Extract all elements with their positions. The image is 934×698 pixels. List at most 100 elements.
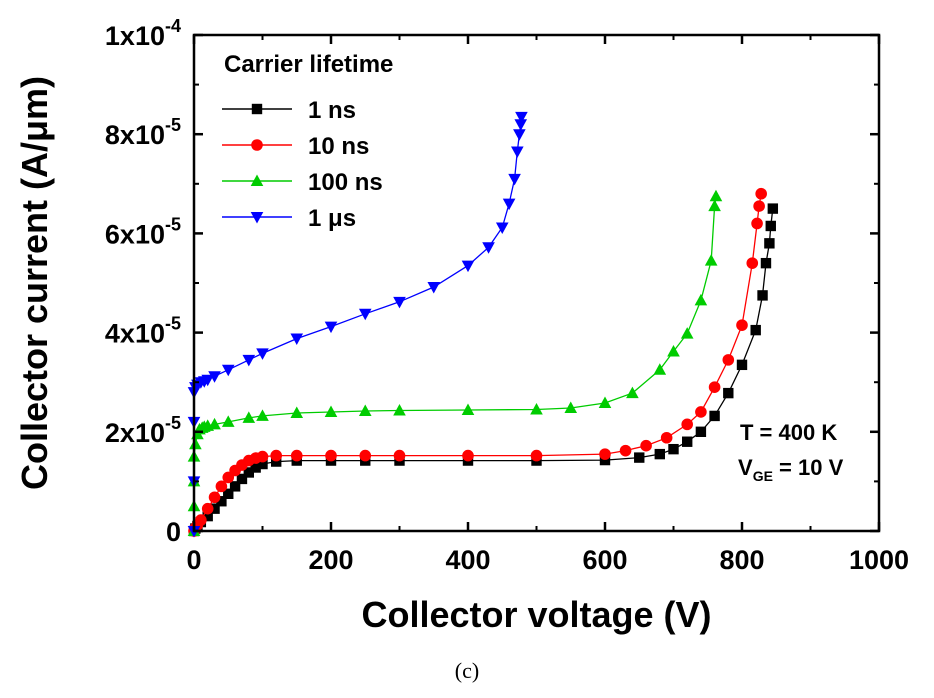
y-tick-label-exponent: -5 <box>165 314 181 334</box>
data-point-series-0 <box>202 510 213 522</box>
data-point-series-1 <box>619 444 632 457</box>
data-point-series-2 <box>709 189 723 202</box>
data-point-series-2 <box>358 404 372 416</box>
data-point-series-1 <box>753 200 765 212</box>
data-point-series-0 <box>634 452 645 463</box>
data-point-series-2 <box>290 406 304 418</box>
data-point-series-3 <box>324 321 338 334</box>
data-point-series-2 <box>324 405 338 417</box>
data-point-series-0 <box>709 410 720 422</box>
data-point-series-2 <box>189 437 202 450</box>
data-point-series-0 <box>271 456 282 467</box>
data-point-series-2 <box>653 363 667 375</box>
data-point-series-1 <box>708 381 721 393</box>
data-point-series-0 <box>750 324 761 336</box>
y-tick-label-mantissa: 8x10 <box>105 120 165 150</box>
data-point-series-1 <box>736 319 748 331</box>
data-point-series-2 <box>708 199 721 212</box>
annotation-gate-voltage-sub: GE <box>753 468 773 484</box>
figure-caption: (c) <box>454 658 480 683</box>
data-point-series-3 <box>242 354 256 367</box>
data-point-series-1 <box>290 449 303 462</box>
data-point-series-0 <box>668 443 679 455</box>
data-point-series-3 <box>495 222 509 234</box>
data-point-series-1 <box>359 449 372 462</box>
y-tick-label: 2x10-5 <box>105 413 181 448</box>
legend-label-3: 1 μs <box>308 205 356 232</box>
x-tick-label: 200 <box>308 545 353 575</box>
data-point-series-1 <box>462 449 474 462</box>
x-tick-label: 1000 <box>849 545 909 575</box>
data-point-series-2 <box>256 409 269 421</box>
data-point-series-1 <box>746 257 759 269</box>
legend-label-2: 100 ns <box>308 169 383 196</box>
y-tick-label-mantissa: 6x10 <box>105 219 165 249</box>
data-point-series-0 <box>695 426 707 437</box>
data-point-series-1 <box>695 406 707 418</box>
y-tick-label-mantissa: 1x10 <box>105 21 165 51</box>
y-tick-label: 8x10-5 <box>105 115 181 150</box>
data-point-series-0 <box>257 458 268 470</box>
y-tick-label-mantissa: 2x10 <box>105 418 165 448</box>
y-tick-label: 4x10-5 <box>105 314 181 349</box>
data-point-series-3 <box>508 173 521 186</box>
y-tick-label: 6x10-5 <box>105 214 181 249</box>
data-point-series-0 <box>765 220 776 232</box>
ticks-layer: 0 200 400 600 800 100002x10-54x10-56x10-58x10… <box>105 16 909 575</box>
legend-label-0: 1 ns <box>308 97 356 124</box>
data-point-series-2 <box>704 254 718 266</box>
data-point-series-3 <box>461 260 475 273</box>
data-point-series-0 <box>723 387 734 399</box>
x-tick-label: 0 <box>186 545 201 575</box>
legend-marker-1 <box>251 139 263 151</box>
data-point-series-2 <box>564 401 578 413</box>
annotation-gate-voltage-prefix: V <box>738 455 753 480</box>
data-point-series-2 <box>242 411 256 423</box>
data-point-series-3 <box>201 374 214 387</box>
data-point-series-1 <box>325 449 337 462</box>
data-point-series-0 <box>757 290 768 301</box>
data-point-series-2 <box>208 417 221 430</box>
annotation-temperature: T = 400 K <box>740 420 837 445</box>
y-tick-label: 0 <box>166 517 181 547</box>
data-point-series-2 <box>598 396 612 409</box>
x-tick-label: 800 <box>719 545 764 575</box>
y-tick-label-exponent: -4 <box>165 16 181 36</box>
data-point-series-1 <box>393 449 406 462</box>
data-point-series-3 <box>502 198 516 211</box>
data-point-series-2 <box>530 402 543 415</box>
y-tick-label-mantissa: 4x10 <box>105 319 165 349</box>
data-point-series-1 <box>640 439 652 452</box>
data-point-series-3 <box>358 308 372 321</box>
data-point-series-1 <box>751 217 763 230</box>
y-tick-label-exponent: -5 <box>165 214 181 234</box>
data-point-series-0 <box>223 488 234 499</box>
legend-label-1: 10 ns <box>308 133 369 160</box>
y-tick-label: 1x10-4 <box>105 16 181 51</box>
data-point-series-1 <box>215 480 228 493</box>
data-point-series-2 <box>461 403 475 415</box>
data-point-series-3 <box>515 111 528 124</box>
data-point-series-3 <box>511 146 524 159</box>
data-point-series-0 <box>599 454 611 466</box>
series-line-0 <box>193 208 774 532</box>
data-point-series-3 <box>393 296 406 309</box>
data-point-series-0 <box>736 359 748 371</box>
data-point-series-0 <box>229 481 241 492</box>
data-point-series-0 <box>209 503 220 514</box>
data-point-series-2 <box>667 344 680 357</box>
series-line-1 <box>193 193 762 532</box>
data-point-series-3 <box>256 348 269 360</box>
data-point-series-1 <box>208 491 221 504</box>
y-tick-label-exponent: -5 <box>165 413 181 433</box>
data-point-series-3 <box>514 119 528 131</box>
data-point-series-1 <box>270 449 283 462</box>
data-point-series-2 <box>393 403 406 416</box>
data-point-series-1 <box>256 450 269 463</box>
x-tick-label: 400 <box>445 545 490 575</box>
legend-title: Carrier lifetime <box>224 51 393 78</box>
data-point-series-1 <box>722 354 735 366</box>
data-point-series-3 <box>208 371 221 383</box>
legend-marker-2 <box>250 174 264 186</box>
